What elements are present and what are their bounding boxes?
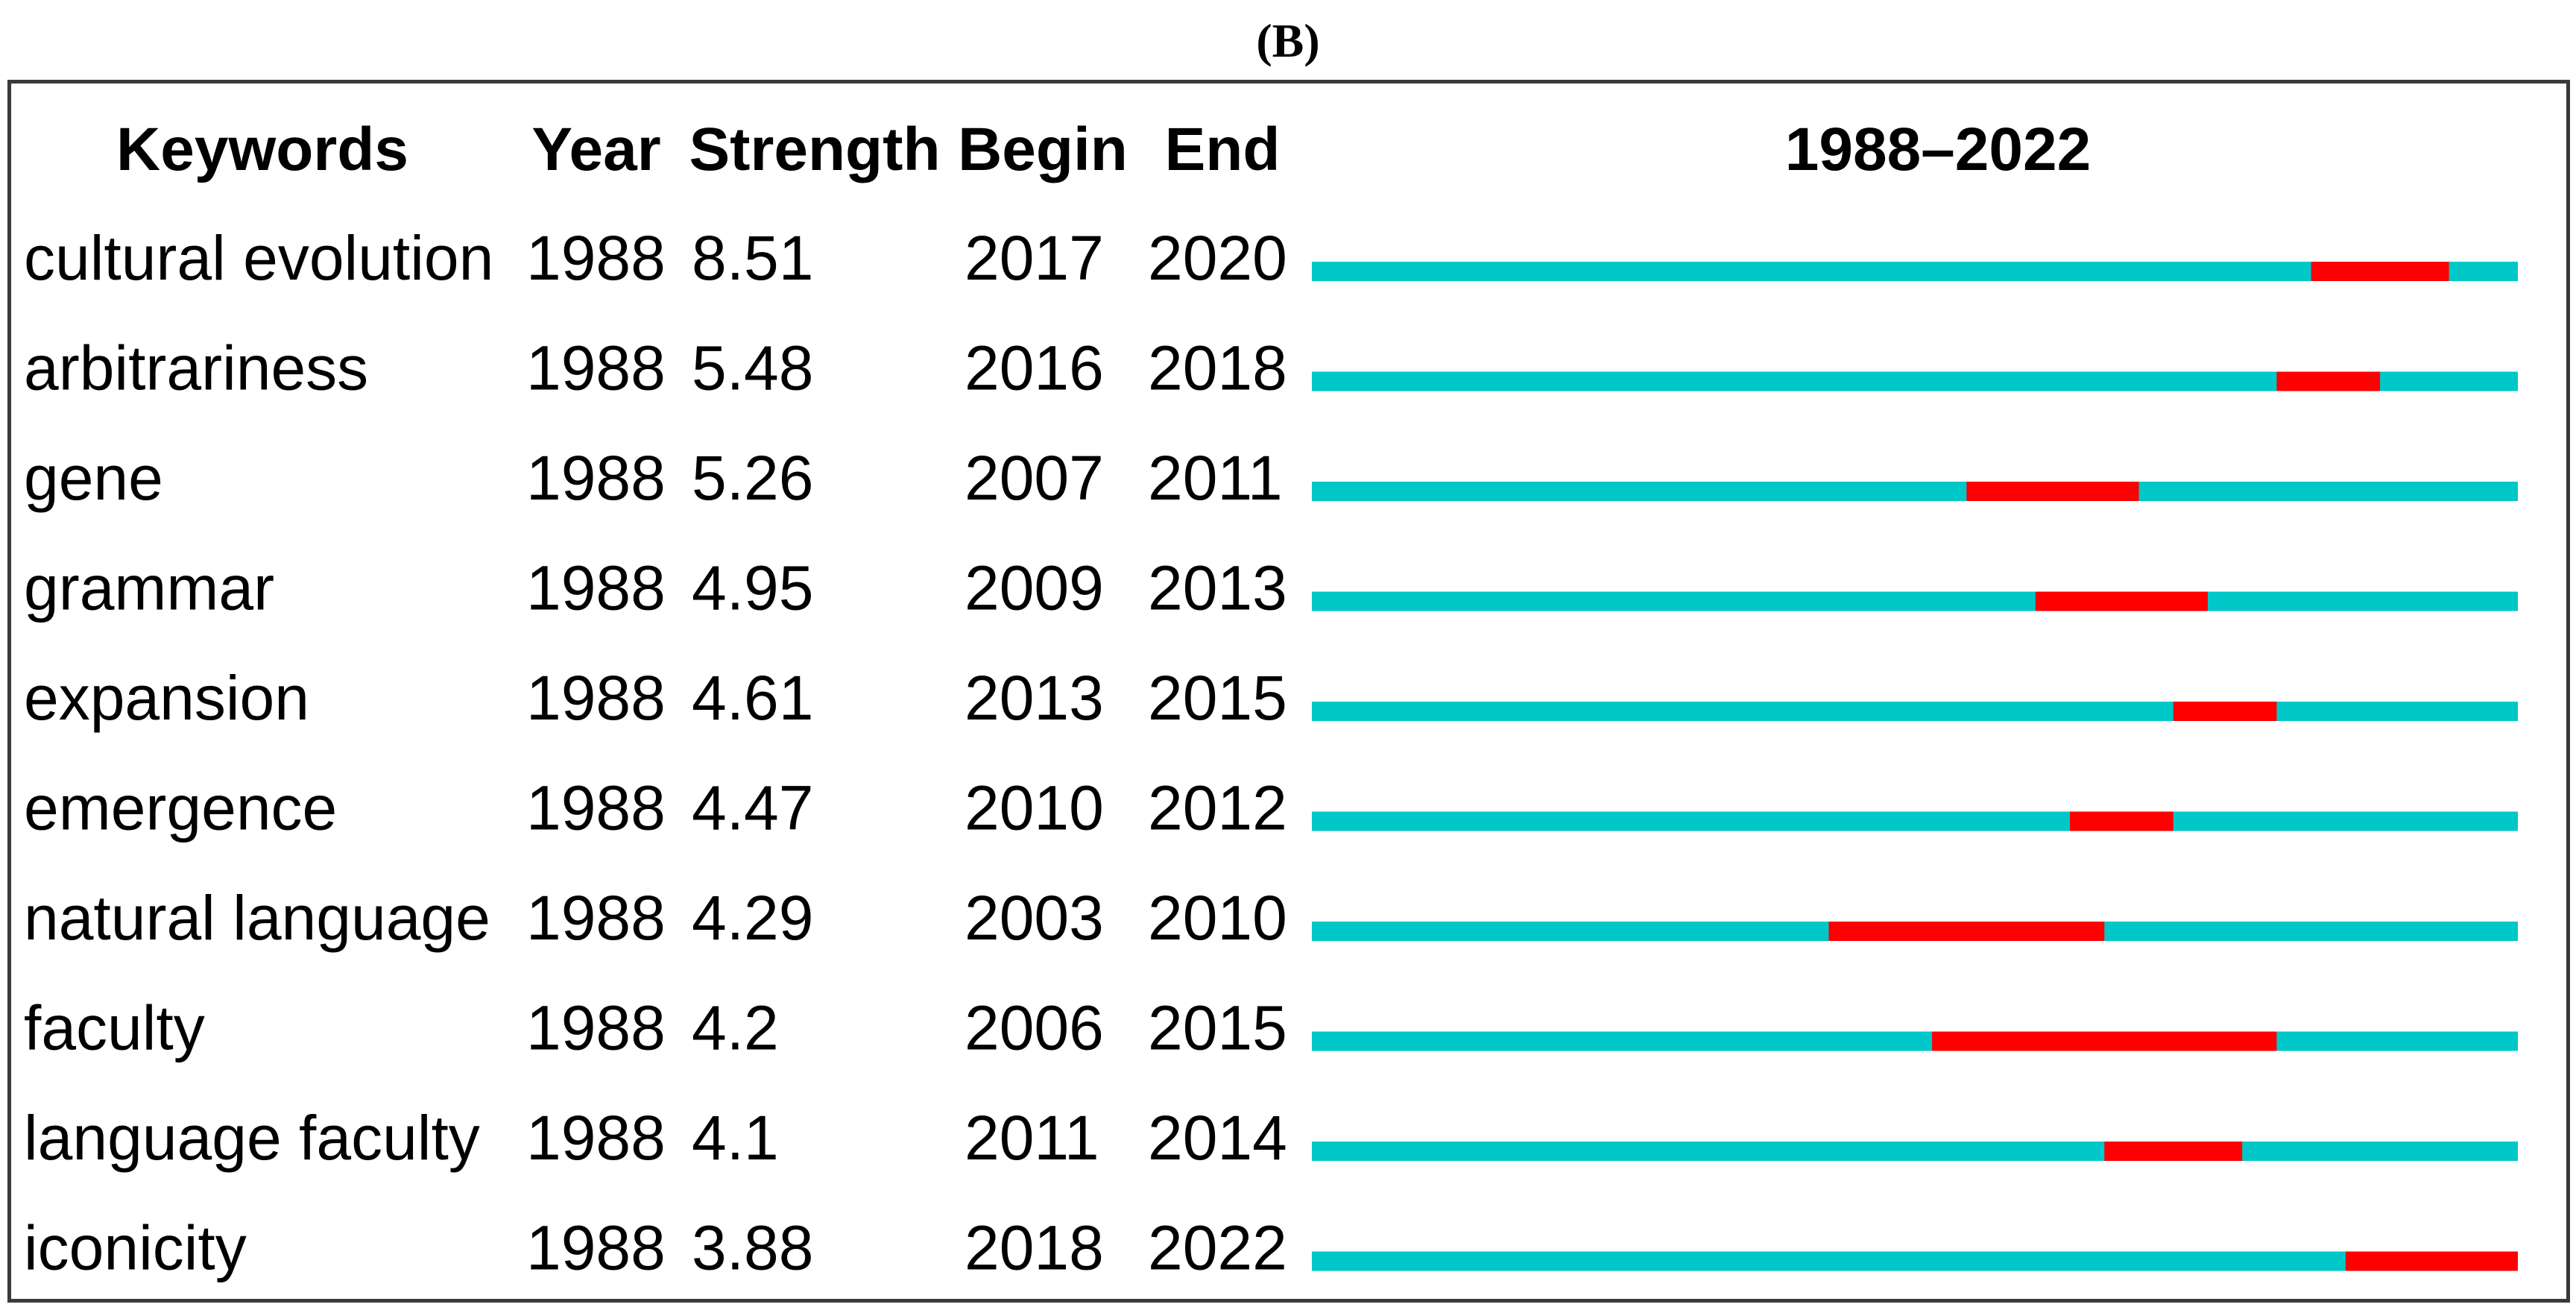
end-cell: 2022 <box>1148 1213 1287 1283</box>
burst-bar <box>2035 591 2208 611</box>
header-begin: Begin <box>958 116 1128 183</box>
end-cell: 2020 <box>1148 223 1287 293</box>
burst-bar <box>1828 922 2105 941</box>
burst-bar <box>2104 1142 2243 1161</box>
burst-bar <box>2276 371 2381 391</box>
end-cell: 2015 <box>1148 663 1287 733</box>
begin-cell: 2003 <box>965 883 1104 953</box>
keyword-cell: arbitrariness <box>24 333 368 403</box>
burst-bar <box>2070 811 2174 831</box>
keyword-cell: faculty <box>24 993 205 1063</box>
table-header-row: Keywords Year Strength Begin End 1988–20… <box>116 116 2091 183</box>
year-cell: 1988 <box>526 773 666 843</box>
end-cell: 2018 <box>1148 333 1287 403</box>
strength-cell: 4.61 <box>692 663 814 733</box>
table-row: cultural evolution 1988 8.51 2017 2020 <box>24 223 2518 293</box>
table-body: cultural evolution 1988 8.51 2017 2020 arbitr… <box>24 223 2518 1283</box>
burst-bar <box>1932 1031 2277 1051</box>
begin-cell: 2016 <box>965 333 1104 403</box>
strength-cell: 5.48 <box>692 333 814 403</box>
begin-cell: 2009 <box>965 553 1104 623</box>
year-cell: 1988 <box>526 443 666 513</box>
table-row: expansion 1988 4.61 2013 2015 <box>24 663 2518 733</box>
keyword-cell: gene <box>24 443 163 513</box>
begin-cell: 2007 <box>965 443 1104 513</box>
strength-cell: 3.88 <box>692 1213 814 1283</box>
burst-table-frame <box>7 80 2570 1303</box>
burst-bar <box>2311 262 2449 281</box>
header-timeline: 1988–2022 <box>1785 116 2091 183</box>
table-row: emergence 1988 4.47 2010 2012 <box>24 773 2518 843</box>
end-cell: 2010 <box>1148 883 1287 953</box>
end-cell: 2012 <box>1148 773 1287 843</box>
header-end: End <box>1165 116 1281 183</box>
strength-cell: 4.47 <box>692 773 814 843</box>
year-cell: 1988 <box>526 883 666 953</box>
timeline-baseline <box>1312 1031 2518 1051</box>
end-cell: 2011 <box>1148 443 1283 513</box>
timeline-baseline <box>1312 1251 2518 1271</box>
table-row: gene 1988 5.26 2007 2011 <box>24 443 2518 513</box>
strength-cell: 5.26 <box>692 443 814 513</box>
table-row: language faculty 1988 4.1 2011 2014 <box>24 1103 2518 1173</box>
strength-cell: 4.29 <box>692 883 814 953</box>
strength-cell: 4.1 <box>692 1103 779 1173</box>
timeline-baseline <box>1312 811 2518 831</box>
end-cell: 2015 <box>1148 993 1287 1063</box>
table-row: iconicity 1988 3.88 2018 2022 <box>24 1213 2518 1283</box>
strength-cell: 4.2 <box>692 993 779 1063</box>
year-cell: 1988 <box>526 663 666 733</box>
keyword-cell: natural language <box>24 883 490 953</box>
begin-cell: 2010 <box>965 773 1104 843</box>
end-cell: 2014 <box>1148 1103 1287 1173</box>
begin-cell: 2017 <box>965 223 1104 293</box>
timeline-baseline <box>1312 702 2518 721</box>
year-cell: 1988 <box>526 223 666 293</box>
end-cell: 2013 <box>1148 553 1287 623</box>
strength-cell: 8.51 <box>692 223 814 293</box>
keyword-cell: expansion <box>24 663 309 733</box>
keyword-cell: emergence <box>24 773 337 843</box>
strength-cell: 4.95 <box>692 553 814 623</box>
begin-cell: 2018 <box>965 1213 1104 1283</box>
table-row: grammar 1988 4.95 2009 2013 <box>24 553 2518 623</box>
header-strength: Strength <box>689 116 940 183</box>
year-cell: 1988 <box>526 993 666 1063</box>
burst-bar <box>2173 702 2277 721</box>
year-cell: 1988 <box>526 553 666 623</box>
table-row: faculty 1988 4.2 2006 2015 <box>24 993 2518 1063</box>
year-cell: 1988 <box>526 1213 666 1283</box>
panel-label: (B) <box>1256 14 1320 67</box>
year-cell: 1988 <box>526 1103 666 1173</box>
keyword-cell: iconicity <box>24 1213 247 1283</box>
timeline-baseline <box>1312 1142 2518 1161</box>
keyword-cell: language faculty <box>24 1103 480 1173</box>
burst-bar <box>2345 1251 2518 1271</box>
timeline-baseline <box>1312 482 2518 501</box>
burst-bar <box>1966 482 2139 501</box>
header-keywords: Keywords <box>116 116 408 183</box>
header-year: Year <box>531 116 660 183</box>
table-row: natural language 1988 4.29 2003 2010 <box>24 883 2518 953</box>
timeline-baseline <box>1312 591 2518 611</box>
begin-cell: 2011 <box>965 1103 1099 1173</box>
table-row: arbitrariness 1988 5.48 2016 2018 <box>24 333 2518 403</box>
keyword-cell: grammar <box>24 553 274 623</box>
begin-cell: 2006 <box>965 993 1104 1063</box>
begin-cell: 2013 <box>965 663 1104 733</box>
keyword-cell: cultural evolution <box>24 223 493 293</box>
year-cell: 1988 <box>526 333 666 403</box>
